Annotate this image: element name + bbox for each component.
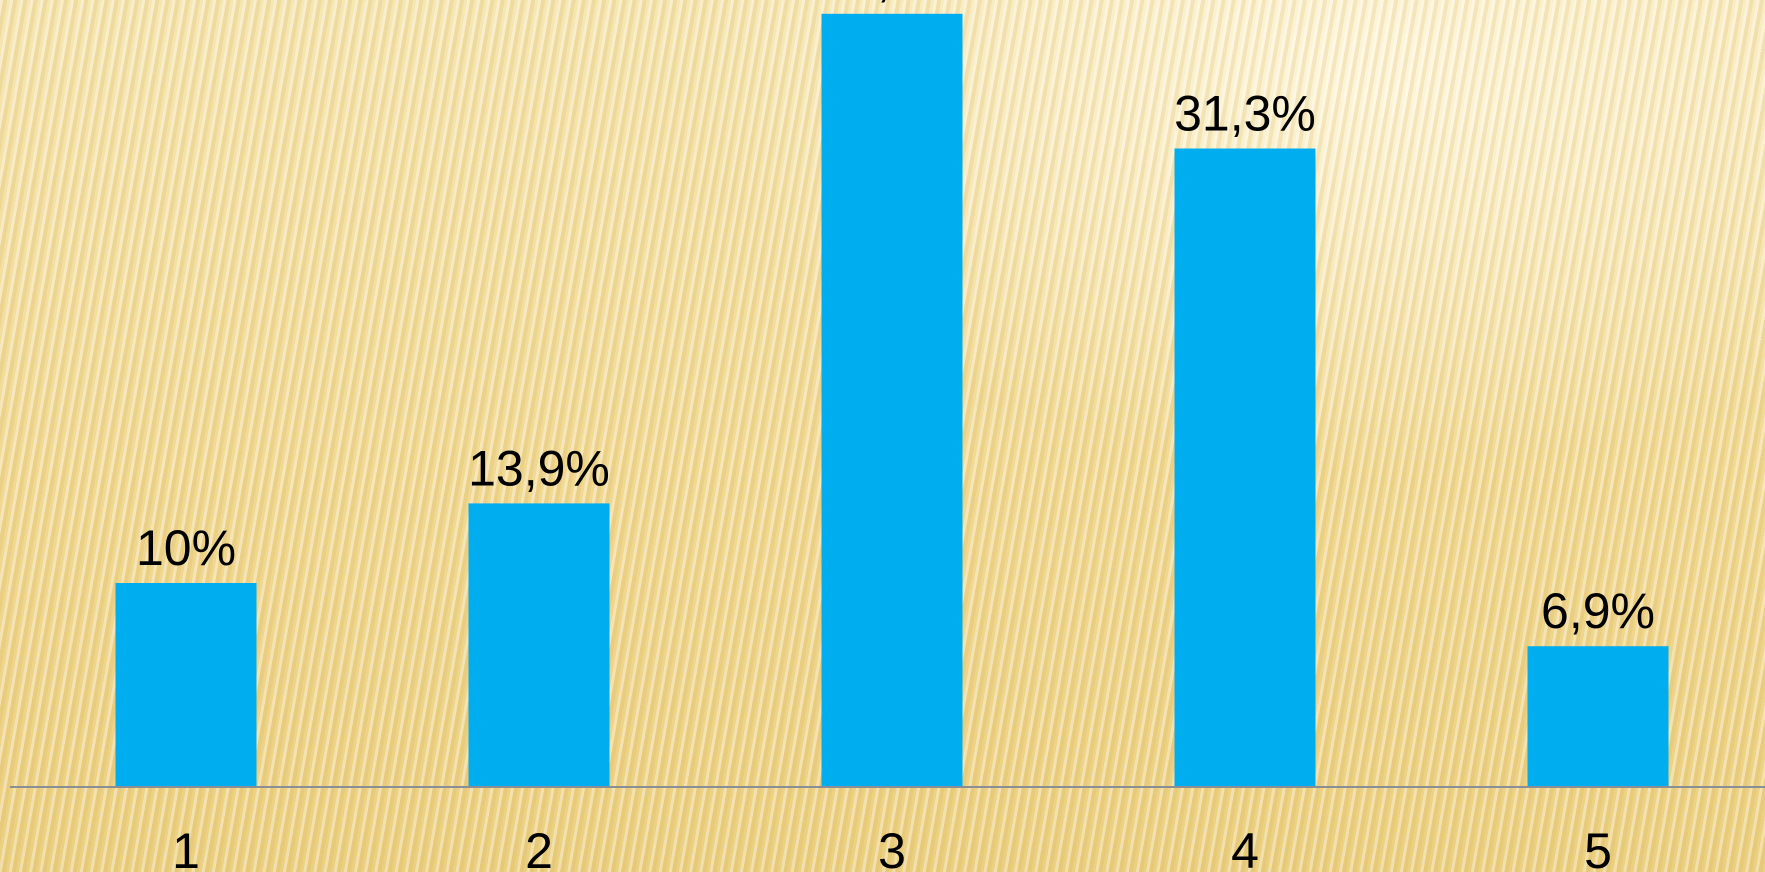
bars-group: [115, 13, 1669, 788]
data-labels-group: 10% 13,9% 37,9% 31,3% 6,9%: [136, 0, 1655, 639]
x-tick-label-4: 4: [1231, 823, 1259, 872]
data-label-3: 37,9%: [821, 0, 963, 7]
bar-2: [468, 503, 610, 787]
x-tick-label-2: 2: [525, 823, 553, 872]
bar-5: [1527, 646, 1669, 787]
x-tick-label-5: 5: [1584, 823, 1612, 872]
bar-3: [821, 13, 963, 788]
bar-1: [115, 583, 257, 787]
x-tick-label-3: 3: [878, 823, 906, 872]
data-label-4: 31,3%: [1174, 86, 1316, 142]
data-label-5: 6,9%: [1541, 583, 1655, 639]
data-label-1: 10%: [136, 520, 236, 576]
x-tick-labels-group: 1 2 3 4 5: [172, 823, 1612, 872]
data-label-2: 13,9%: [468, 440, 610, 496]
x-tick-label-1: 1: [172, 823, 200, 872]
bar-4: [1174, 148, 1316, 787]
